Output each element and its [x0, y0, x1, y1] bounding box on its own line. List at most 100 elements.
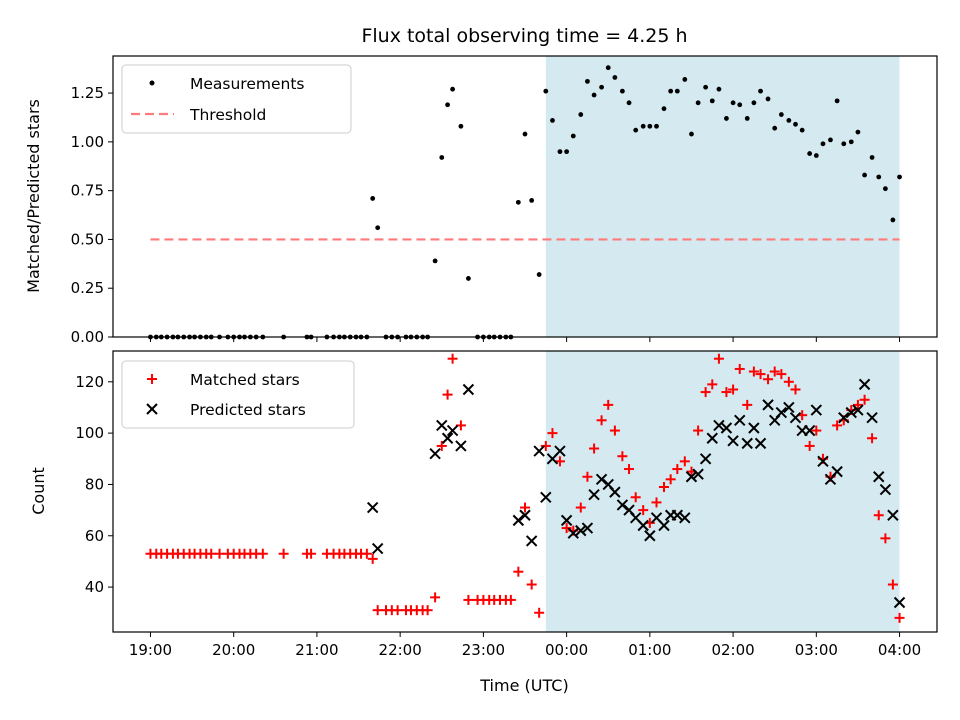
legend-plus-shape: [147, 374, 157, 384]
predicted-star-point: [462, 383, 475, 396]
measurement-point: [876, 174, 882, 180]
matched-star-point: [430, 592, 441, 603]
predicted-star-point: [595, 473, 608, 486]
predicted-star-point: [873, 471, 885, 483]
matched-star-point: [455, 420, 466, 431]
measurement-point: [751, 100, 757, 106]
matched-star-point: [769, 366, 780, 377]
matched-star-point: [776, 369, 787, 380]
predicted-star-point: [852, 404, 864, 416]
predicted-star-point: [748, 422, 760, 434]
predicted-star-point: [810, 404, 823, 416]
matched-star-point: [790, 384, 801, 395]
measurement-point: [737, 102, 743, 108]
measurement-point: [633, 127, 639, 133]
matched-star-point: [852, 399, 863, 410]
top-legend: Measurements Threshold: [121, 64, 352, 134]
measurement-point: [450, 86, 455, 92]
matched-star-point: [887, 579, 898, 590]
matched-star-point: [520, 502, 530, 513]
predicted-star-point: [429, 447, 441, 460]
legend-matched-marker: [147, 374, 157, 384]
measurement-point: [703, 84, 709, 90]
top-axis-ticks: 0.00 0.25 0.50 0.75 1.00 1.25: [71, 84, 901, 346]
predicted-star-point: [609, 486, 621, 498]
matched-star-point: [734, 363, 745, 374]
matched-star-point: [873, 510, 884, 521]
predicted-star-point: [775, 406, 788, 419]
predicted-star-point: [692, 468, 704, 480]
measurement-point: [841, 141, 847, 147]
predicted-star-point: [644, 530, 656, 542]
predicted-star-point: [734, 414, 746, 426]
predicted-star-point: [575, 524, 587, 537]
matched-star-point: [540, 440, 551, 451]
matched-star-point: [526, 579, 537, 590]
measurement-point: [515, 199, 521, 205]
counts-series: [145, 353, 906, 623]
matched-star-point: [630, 492, 641, 503]
matched-star-point: [665, 474, 676, 485]
x-axis-label: Time (UTC): [479, 676, 568, 695]
measurement-point: [869, 155, 875, 160]
measurement-point: [432, 258, 438, 264]
measurement-point: [605, 65, 611, 71]
matched-star-point: [257, 548, 268, 559]
predicted-star-point: [366, 501, 379, 514]
measurement-point: [585, 78, 590, 84]
measurement-point: [647, 123, 653, 129]
measurement-point: [799, 127, 805, 133]
measurement-point: [439, 155, 445, 160]
matched-star-point: [367, 553, 378, 564]
y-tick-label: 0.75: [71, 182, 104, 200]
matched-star-point: [880, 533, 891, 544]
matched-star-point: [513, 566, 524, 577]
predicted-star-point: [441, 432, 454, 444]
predicted-star-point: [637, 519, 649, 532]
matched-star-point: [693, 425, 704, 436]
predicted-star-point: [455, 440, 467, 452]
predicted-star-point: [519, 509, 531, 521]
y-tick-label: 1.25: [71, 84, 104, 102]
matched-star-point: [534, 607, 545, 618]
measurement-point: [557, 149, 563, 155]
y-tick-label: 0.00: [71, 328, 104, 346]
measurement-point: [890, 217, 896, 223]
matched-star-point: [554, 456, 565, 467]
x-tick-label: 00:00: [545, 641, 588, 659]
predicted-star-point: [817, 455, 829, 468]
legend-threshold-label: Threshold: [189, 106, 266, 124]
bottom-panel: 19:00 20:00 21:00 22:00 23:00 00:00 01:00 02:00…: [29, 350, 938, 695]
y-tick-label: 1.00: [71, 133, 104, 151]
measurement-point: [724, 116, 729, 121]
measurement-point: [661, 106, 667, 112]
y-tick-label: 100: [75, 424, 104, 442]
top-panel: 0.00 0.25 0.50 0.75 1.00 1.25 Matched/Predict…: [24, 55, 938, 346]
predicted-star-point: [567, 527, 579, 539]
measurement-point: [834, 98, 840, 104]
matched-star-point: [596, 415, 607, 426]
measurement-point: [674, 88, 680, 94]
matched-star-point: [505, 594, 516, 605]
measurement-point: [536, 272, 542, 277]
predicted-star-point: [783, 401, 795, 414]
x-tick-label: 23:00: [462, 641, 505, 659]
predicted-star-point: [658, 519, 670, 532]
x-tick-label: 22:00: [379, 641, 422, 659]
predicted-star-point: [512, 514, 525, 527]
matched-star-point: [783, 376, 794, 387]
measurement-point: [689, 131, 694, 137]
top-y-axis-label: Matched/Predicted stars: [24, 99, 43, 293]
predicted-star-point: [699, 453, 712, 465]
measurement-point: [640, 123, 646, 129]
measurement-point: [778, 112, 784, 117]
legend-predicted-label: Predicted stars: [190, 401, 306, 419]
matched-star-point: [617, 451, 628, 462]
measurement-point: [612, 75, 618, 80]
matched-star-point: [624, 464, 635, 475]
top-observing-window: [545, 56, 900, 337]
predicted-star-point: [560, 514, 573, 527]
predicted-star-point: [838, 412, 850, 424]
legend-matched-label: Matched stars: [190, 371, 300, 389]
